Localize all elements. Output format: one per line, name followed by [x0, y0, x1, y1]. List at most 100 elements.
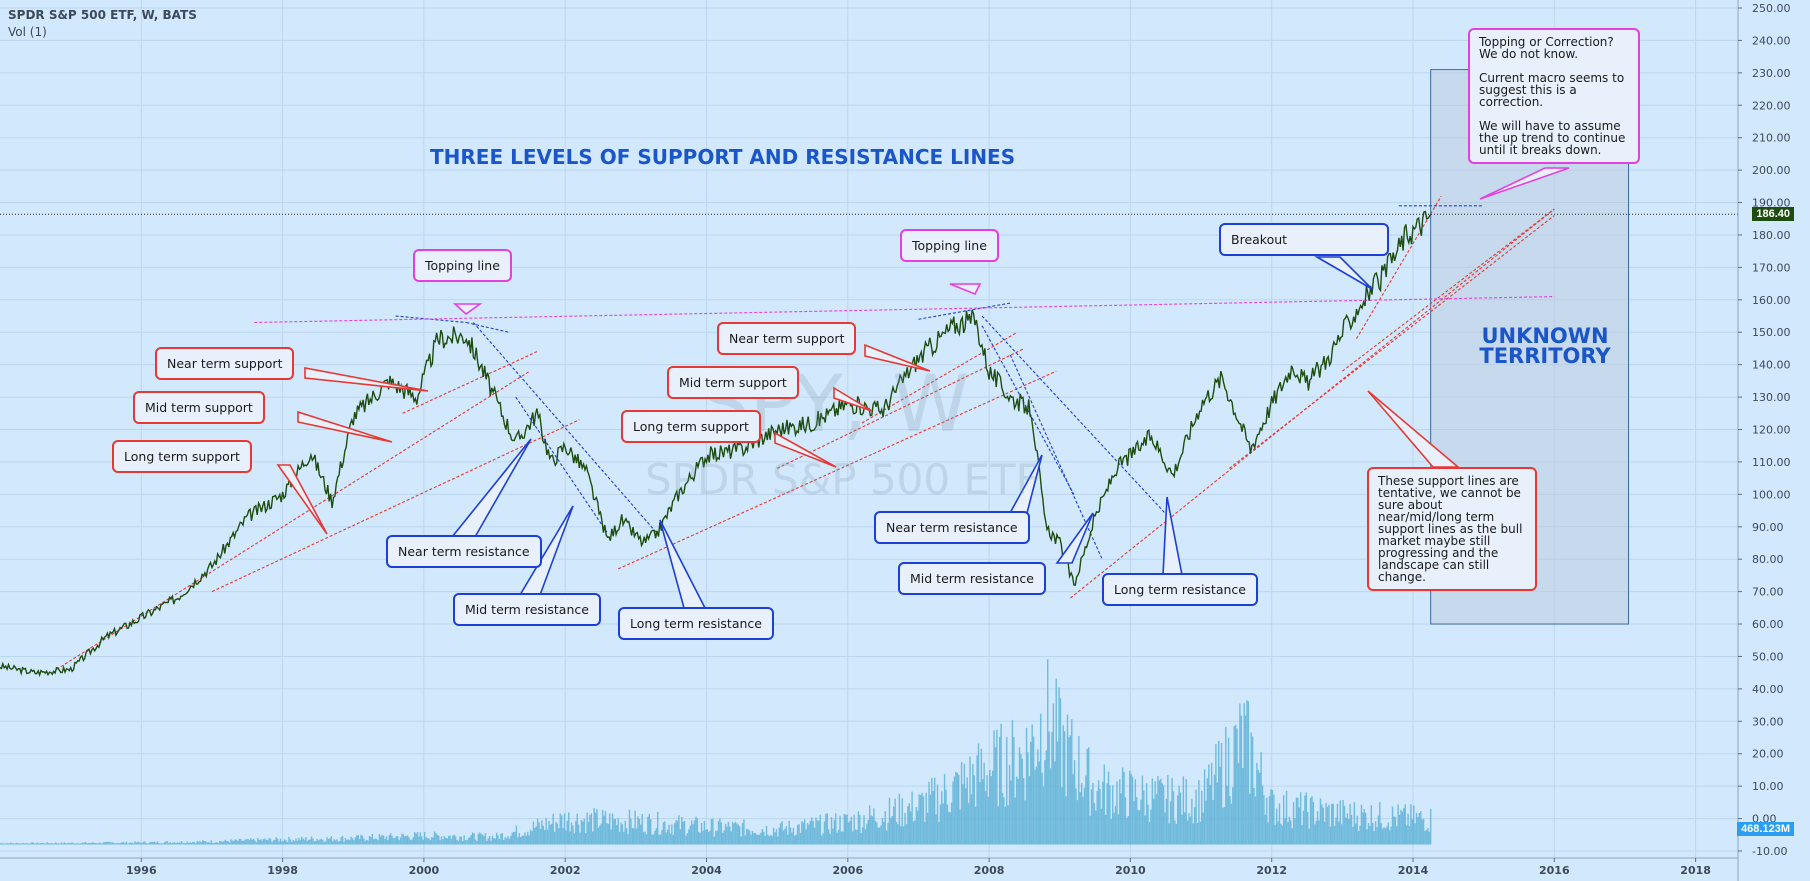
volume-bar [1236, 728, 1238, 845]
volume-bar [904, 812, 906, 845]
volume-bar [545, 818, 547, 845]
long-support-callout-1: Long term support [112, 440, 252, 473]
volume-bar [625, 828, 628, 845]
volume-bar [877, 827, 879, 845]
volume-bar [804, 819, 806, 845]
volume-bar [259, 839, 262, 845]
volume-bar [922, 796, 925, 845]
volume-bar [245, 839, 248, 845]
volume-bar [422, 839, 424, 845]
volume-bar [1301, 824, 1303, 845]
volume-bar [436, 834, 439, 845]
volume-bar [1397, 804, 1399, 845]
volume-bar [254, 840, 256, 845]
volume-bar [600, 823, 602, 845]
volume-bar [522, 835, 525, 845]
volume-bar [278, 841, 280, 845]
volume-bar [76, 843, 78, 845]
y-tick-label: 20.00 [1752, 748, 1784, 761]
volume-bar [170, 843, 173, 845]
volume-bar [22, 842, 25, 845]
volume-bar [179, 842, 181, 845]
volume-bar [966, 777, 968, 845]
volume-bar [175, 843, 177, 845]
volume-bar [1356, 815, 1358, 845]
volume-bar [303, 839, 306, 845]
volume-bar [1066, 714, 1069, 845]
volume-bar [399, 837, 402, 845]
volume-bar [1298, 807, 1300, 845]
volume-bar [613, 819, 615, 845]
volume-bar [493, 838, 495, 845]
x-tick-label: 2000 [409, 864, 440, 877]
volume-bar [186, 841, 188, 845]
volume-bar [659, 834, 662, 845]
volume-bar [481, 834, 484, 845]
volume-bar [178, 842, 180, 845]
volume-bar [1162, 785, 1165, 845]
volume-bar [343, 841, 345, 845]
volume-bar [340, 836, 342, 845]
volume-bar [72, 842, 74, 845]
volume-bar [878, 827, 881, 845]
volume-bar [791, 832, 793, 845]
volume-bar [909, 811, 912, 845]
volume-bar [948, 811, 950, 845]
volume-bar [313, 841, 316, 845]
volume-bar [544, 830, 546, 845]
volume-bar [104, 842, 106, 845]
volume-bar [279, 838, 282, 845]
volume-bar [323, 841, 325, 845]
volume-bar [812, 821, 814, 845]
volume-bar [1178, 785, 1180, 845]
volume-bar [121, 842, 123, 845]
volume-bar [655, 828, 658, 845]
volume-bar [221, 841, 224, 845]
volume-bar [1281, 825, 1283, 845]
volume-bar [849, 820, 851, 845]
volume-bar [55, 842, 57, 845]
resistance-line [466, 321, 509, 333]
volume-bar [568, 812, 570, 845]
volume-bar [8, 843, 10, 845]
volume-bar [1110, 818, 1113, 845]
volume-bar [864, 829, 867, 845]
volume-bar [664, 821, 666, 845]
volume-bar [9, 842, 12, 845]
volume-bar [1287, 822, 1289, 845]
volume-bar [87, 842, 90, 845]
volume-bar [969, 756, 971, 845]
volume-bar [165, 841, 167, 845]
volume-bar [1150, 809, 1152, 845]
volume-bar [852, 831, 854, 845]
volume-bar [1349, 803, 1351, 845]
volume-bar [1192, 823, 1194, 845]
volume-bar [682, 821, 684, 845]
volume-bar [826, 813, 829, 845]
volume-bar [1112, 785, 1114, 845]
volume-bar [928, 781, 930, 845]
volume-bar [582, 821, 584, 845]
volume-bar [1239, 703, 1241, 845]
volume-bar [746, 828, 748, 845]
volume-bar [1290, 820, 1292, 845]
volume-bar [494, 838, 496, 845]
volume-bar [562, 828, 564, 845]
support-line [1228, 215, 1555, 469]
volume-bar [113, 842, 115, 845]
volume-bar [265, 839, 268, 845]
volume-bar [284, 839, 286, 845]
volume-bar [275, 837, 277, 845]
volume-bar [199, 840, 201, 845]
volume-bar [1039, 713, 1042, 845]
volume-bar [993, 730, 995, 845]
volume-bar [1275, 808, 1278, 845]
volume-bar [346, 839, 348, 845]
volume-bar [296, 840, 299, 845]
volume-bar [1157, 775, 1159, 845]
volume-bar [859, 814, 861, 845]
volume-bar [1099, 788, 1101, 845]
volume-bar [1283, 795, 1285, 845]
volume-bar [1169, 801, 1172, 845]
volume-bar [1273, 794, 1275, 845]
